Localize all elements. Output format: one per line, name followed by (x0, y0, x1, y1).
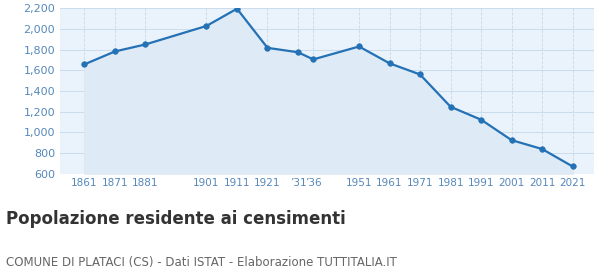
Text: COMUNE DI PLATACI (CS) - Dati ISTAT - Elaborazione TUTTITALIA.IT: COMUNE DI PLATACI (CS) - Dati ISTAT - El… (6, 256, 397, 269)
Text: Popolazione residente ai censimenti: Popolazione residente ai censimenti (6, 210, 346, 228)
